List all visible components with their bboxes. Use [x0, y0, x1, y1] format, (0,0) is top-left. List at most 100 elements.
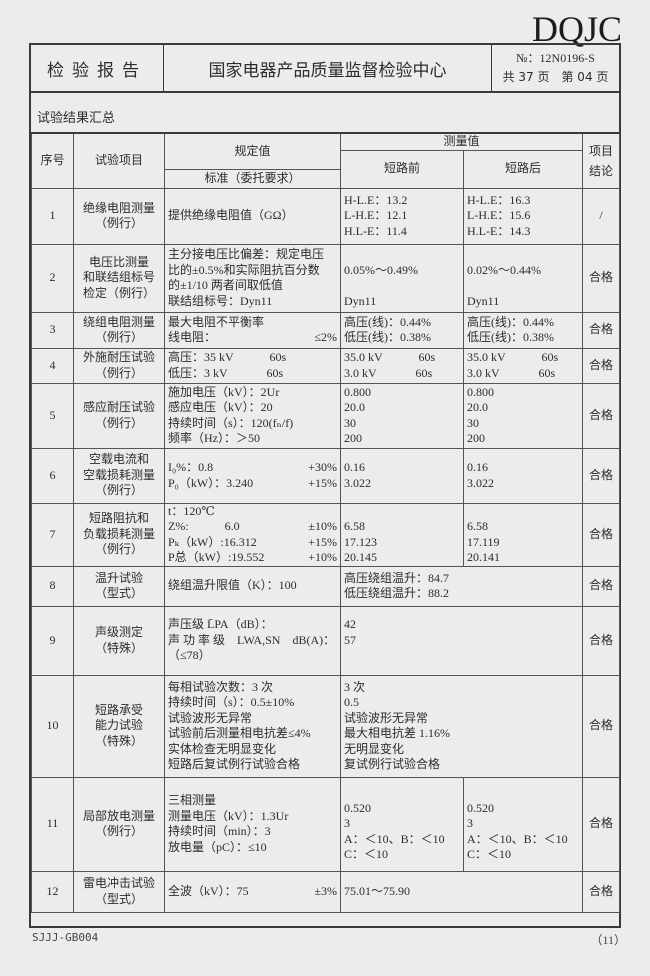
- after-line: 200: [467, 431, 485, 445]
- row-after: 0.16 3.022: [462, 447, 584, 504]
- after-line: 0.16: [467, 460, 488, 474]
- row-conclusion: 合格: [582, 870, 621, 913]
- table-row: 6 空载电流和 空载损耗测量 （例行） I₀%：0.8 +30% P₀（kW）：3.240 +…: [31, 447, 621, 504]
- row-after: 0.800 20.0 30 200: [462, 382, 584, 449]
- row-spec: 三相测量 测量电压（kV）：1.3Ur 持续时间（min）：3 放电量（pC）：≤10: [164, 776, 341, 872]
- spec-line: 线电阻： ≤2%: [168, 330, 337, 344]
- row-seq: 2: [31, 243, 74, 313]
- spec-line: 持续时间（s）：120(fₙ/f): [168, 415, 294, 430]
- header-seq: 序号: [31, 132, 74, 189]
- row-conclusion: /: [582, 187, 621, 245]
- after-line: [467, 504, 579, 519]
- after-line: 0.520: [467, 800, 494, 815]
- row-measured: 高压绕组温升：84.7 低压绕组温升：88.2: [339, 565, 584, 607]
- before-line: C：＜10: [344, 847, 389, 862]
- measured-line: 42: [344, 617, 356, 632]
- table-row: 3 绕组电阻测量 （例行） 最大电阻不平衡率 线电阻： ≤2% 高压(线)：0.44% 低压(…: [31, 311, 621, 349]
- row-conclusion: 合格: [582, 347, 621, 384]
- row-spec: 每相试验次数：3 次持续时间（s）：0.5±10% 试验波形无异常 试验前后测量相电…: [164, 674, 341, 778]
- spec-line: 持续时间（min）：3: [168, 824, 271, 838]
- row-spec: 主分接电压比偏差：规定电压 比的±0.5%和实际阻抗百分数 的±1/10 两者间取低…: [164, 243, 341, 313]
- measured-line: 3 次: [344, 679, 366, 694]
- row-before: 0.05%～0.49% Dyn11: [340, 243, 464, 313]
- report-number: №：12N0196-S: [516, 51, 595, 65]
- after-line: 0.800: [467, 384, 494, 399]
- before-line: H.L-E：11.4: [344, 223, 407, 238]
- row-after: 高压(线)：0.44% 低压(线)：0.38%: [462, 311, 584, 349]
- before-line: [344, 278, 460, 294]
- after-line: Dyn11: [467, 293, 500, 308]
- after-line: 20.141: [467, 550, 500, 564]
- blank-cell: [31, 911, 620, 931]
- after-line: [467, 247, 579, 263]
- before-line: 200: [344, 431, 362, 445]
- header-after: 短路后: [462, 149, 584, 189]
- spec-line: 高压：35 kV 60s: [168, 350, 287, 364]
- form-code: SJJJ-GB004: [32, 931, 99, 944]
- before-line: 0.16: [344, 460, 365, 474]
- row-test-item: 外施耐压试验 （例行）: [73, 347, 165, 384]
- before-line: 30: [344, 415, 356, 430]
- row-seq: 5: [31, 382, 74, 449]
- row-test-item: 局部放电测量 （例行）: [73, 776, 165, 872]
- spec-line: 频率（Hz）：＞50: [168, 431, 260, 445]
- row-spec: 声压级 L̄PA（dB）：声 功 率 级 LWA,SN dB(A)： （≤78）: [164, 605, 341, 676]
- before-line: 20.145: [344, 550, 377, 564]
- report-header: 检验报告 国家电器产品质量监督检验中心 №：12N0196-S 共 37 页 第…: [31, 45, 619, 93]
- header-measured: 测量值: [339, 132, 584, 151]
- before-line: 低压(线)：0.38%: [344, 330, 431, 344]
- spec-line: 试验前后测量相电抗差≤4%: [168, 726, 311, 740]
- table-row: 11 局部放电测量 （例行） 三相测量 测量电压（kV）：1.3Ur 持续时间（min）：…: [31, 776, 621, 872]
- measured-line: 75.01～75.90: [344, 883, 411, 898]
- row-seq: 8: [31, 565, 74, 607]
- row-test-item: 空载电流和 空载损耗测量 （例行）: [73, 447, 165, 504]
- spec-line: t：120℃: [168, 503, 215, 518]
- row-test-item: 电压比测量 和联结组标号 检定（例行）: [73, 243, 165, 313]
- spec-line: 施加电压（kV）：2Ur: [168, 384, 280, 399]
- row-conclusion: 合格: [582, 776, 621, 872]
- row-seq: 1: [31, 187, 74, 245]
- table-row: 10 短路承受 能力试验 （特殊） 每相试验次数：3 次持续时间（s）：0.5±10% 试…: [31, 674, 621, 778]
- before-line: A：＜10、B：＜10: [344, 831, 445, 846]
- row-test-item: 雷电冲击试验 （型式）: [73, 870, 165, 913]
- after-line: 17.119: [467, 534, 500, 549]
- spec-line: P₀（kW）：3.240 +15%: [168, 475, 337, 490]
- row-conclusion: 合格: [582, 565, 621, 607]
- header-item: 试验项目: [73, 132, 165, 189]
- row-test-item: 感应耐压试验 （例行）: [73, 382, 165, 449]
- after-line: A：＜10、B：＜10: [467, 831, 568, 846]
- after-line: 低压(线)：0.38%: [467, 330, 554, 344]
- measured-line: 试验波形无异常: [344, 710, 429, 725]
- row-spec: 绕组温升限值（K）：100: [164, 565, 341, 607]
- row-seq: 9: [31, 605, 74, 676]
- after-line: C：＜10: [467, 847, 512, 862]
- row-spec: 施加电压（kV）：2Ur 感应电压（kV）：20 持续时间（s）：120(fₙ/f)…: [164, 382, 341, 449]
- spec-line: 主分接电压比偏差：规定电压: [168, 247, 325, 261]
- before-line: [344, 247, 460, 263]
- spec-line: 的±1/10 两者间取低值: [168, 278, 283, 292]
- after-line: H-L.E：16.3: [467, 192, 531, 207]
- before-line: [344, 785, 460, 801]
- row-before: 35.0 kV 60s 3.0 kV 60s: [340, 347, 464, 384]
- row-test-item: 短路阻抗和 负载损耗测量 （例行）: [73, 502, 165, 567]
- row-after: 6.58 17.119 20.141: [462, 502, 584, 567]
- spec-line: 测量电压（kV）：1.3Ur: [168, 808, 289, 823]
- spec-line: 比的±0.5%和实际阻抗百分数: [168, 262, 320, 277]
- row-test-item: 绝缘电阻测量 （例行）: [73, 187, 165, 245]
- row-measured: 3 次 0.5 试验波形无异常 最大相电抗差 1.16% 无明显变化 复试例行试验合格: [339, 674, 584, 778]
- row-spec: 全波（kV）：75 ±3%: [164, 870, 341, 913]
- row-seq: 10: [31, 674, 74, 778]
- row-seq: 11: [31, 776, 74, 872]
- after-line: 3: [467, 816, 473, 831]
- spec-line: 持续时间（s）：0.5±10%: [168, 695, 295, 709]
- row-test-item: 短路承受 能力试验 （特殊）: [73, 674, 165, 778]
- after-line: 6.58: [467, 519, 488, 533]
- before-line: 0.520: [344, 800, 371, 815]
- row-after: 35.0 kV 60s 3.0 kV 60s: [462, 347, 584, 384]
- spec-line: （≤78）: [168, 648, 211, 663]
- spec-line: 声压级 L̄PA（dB）：: [168, 617, 273, 632]
- header-spec: 规定值: [164, 132, 341, 170]
- spec-line: 放电量（pC）：≤10: [168, 839, 267, 854]
- row-before: 0.16 3.022: [340, 447, 464, 504]
- spec-line: 感应电压（kV）：20: [168, 400, 273, 414]
